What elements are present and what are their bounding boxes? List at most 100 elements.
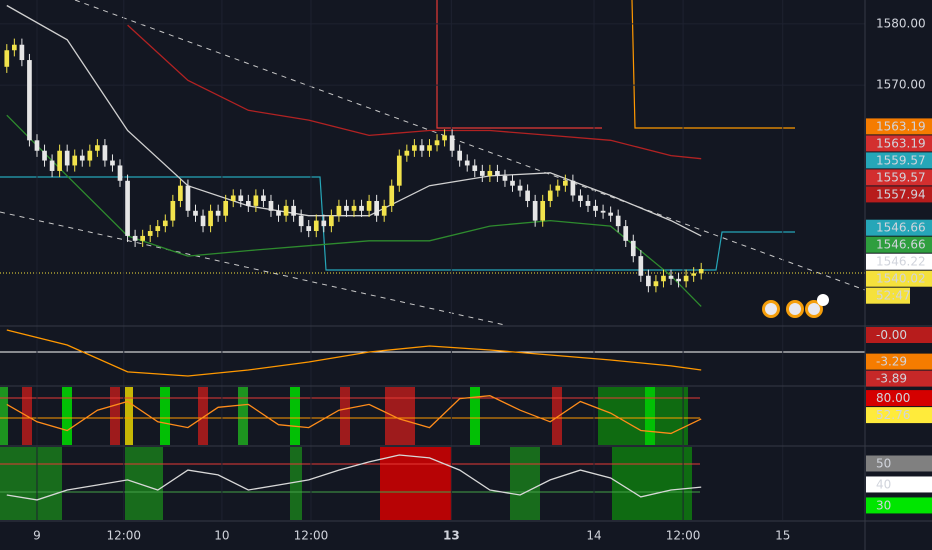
- candle-body: [374, 200, 379, 216]
- candle-body: [381, 205, 387, 216]
- candle-body: [698, 269, 704, 274]
- zone: [380, 447, 452, 520]
- candle-body: [268, 200, 274, 211]
- zone: [470, 387, 480, 445]
- price-tag: [866, 370, 932, 387]
- zone: [62, 387, 72, 445]
- indicator-line: [6, 454, 702, 501]
- countdown-box: [866, 287, 910, 304]
- candle-body: [600, 210, 606, 213]
- x-tick-label: 12:00: [106, 529, 141, 543]
- x-tick-label: 14: [586, 529, 601, 543]
- candle-body: [253, 195, 259, 206]
- candle-body: [389, 185, 395, 206]
- price-tag-label: -3.89: [876, 372, 907, 386]
- candle-body: [517, 185, 523, 191]
- candle-body: [155, 226, 161, 232]
- indicator-line: [6, 395, 702, 435]
- x-tick-label: 10: [214, 529, 229, 543]
- candle-body: [193, 210, 198, 216]
- price-tag-label: 1557.94: [876, 187, 926, 201]
- price-tag: [866, 152, 932, 169]
- candle-body: [87, 150, 93, 161]
- candle-body: [261, 195, 266, 201]
- candle-body: [117, 165, 123, 181]
- price-tag-label: -3.29: [876, 355, 907, 369]
- price-tag: [866, 135, 932, 152]
- event-icon: [808, 303, 820, 315]
- zone: [290, 447, 302, 520]
- candle-body: [4, 50, 10, 67]
- candle-body: [668, 275, 674, 279]
- candle-body: [449, 135, 455, 151]
- candle-body: [555, 185, 561, 191]
- candle-body: [442, 135, 447, 141]
- price-tag: [866, 407, 932, 424]
- candle-body: [608, 212, 613, 216]
- candle-body: [230, 195, 236, 201]
- candle-body: [510, 180, 515, 186]
- candle-body: [329, 215, 334, 227]
- price-tag-label: 52.76: [876, 408, 910, 422]
- price-tag: [866, 270, 932, 287]
- x-tick-label: 15: [775, 529, 790, 543]
- price-tag-label: 1540.02: [876, 272, 926, 286]
- zone: [110, 387, 120, 445]
- candle-body: [412, 145, 417, 151]
- event-icons: [762, 294, 829, 318]
- candle-body: [208, 210, 213, 227]
- zone: [198, 387, 208, 445]
- candle-body: [276, 210, 281, 216]
- candle-body: [19, 44, 25, 61]
- price-tag: [866, 390, 932, 407]
- price-tag-label: 50: [876, 456, 891, 470]
- candle-body: [79, 155, 85, 161]
- zone: [612, 447, 692, 520]
- candle-body: [162, 220, 168, 227]
- candle-body: [547, 190, 553, 201]
- stochastic-zones: [0, 387, 688, 445]
- candle-body: [321, 220, 327, 227]
- price-tag-label: 1563.19: [876, 119, 926, 133]
- candle-body: [479, 170, 485, 176]
- event-icon: [789, 303, 801, 315]
- candle-body: [404, 150, 410, 156]
- candle-body: [472, 165, 478, 171]
- x-tick-label: 9: [33, 529, 41, 543]
- countdown: 52:47: [876, 289, 911, 303]
- candle-body: [495, 170, 500, 176]
- candle-body: [615, 215, 621, 227]
- zone: [290, 387, 300, 445]
- price-tag: [866, 455, 932, 472]
- zone: [0, 387, 8, 445]
- candle-body: [419, 145, 425, 151]
- candle-body: [525, 190, 530, 201]
- candle-body: [215, 210, 221, 216]
- zone: [645, 387, 655, 445]
- price-tag: [866, 219, 932, 236]
- rsi-zones: [0, 447, 700, 520]
- price-tag-label: 1559.57: [876, 170, 926, 184]
- price-tag-label: -0.00: [876, 328, 907, 342]
- candle-body: [661, 275, 666, 282]
- event-count-badge: [817, 294, 829, 306]
- candle-body: [646, 275, 651, 287]
- candle-body: [298, 215, 304, 227]
- candle-body: [464, 160, 470, 166]
- candle-body: [185, 185, 191, 211]
- event-icon: [765, 303, 777, 315]
- zone: [125, 447, 163, 520]
- candle-body: [283, 205, 289, 216]
- zone: [552, 387, 562, 445]
- price-axis: 9 12:00 10 12:00 13 14 12:00 15 1570.00 1580.00 15…: [33, 16, 932, 543]
- level-line: [0, 176, 795, 271]
- zone: [125, 387, 133, 445]
- candle-body: [653, 281, 659, 287]
- price-tag-label: 30: [876, 498, 891, 512]
- y-tick-label: 1570.00: [876, 78, 926, 92]
- candle-body: [178, 185, 183, 201]
- zone: [598, 387, 688, 445]
- candle-body: [27, 60, 32, 141]
